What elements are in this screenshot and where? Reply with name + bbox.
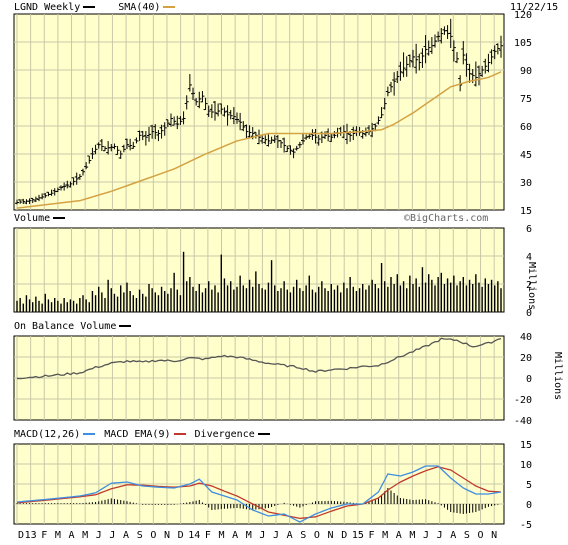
sma-line	[16, 71, 502, 209]
x-tick-label: M	[55, 530, 61, 541]
x-tick-label: J	[259, 530, 265, 541]
volume-tick-label: 0	[526, 308, 532, 319]
x-tick-label: M	[382, 530, 388, 541]
x-tick-label: S	[300, 530, 306, 541]
macd-tick-label: 5	[526, 480, 532, 491]
x-tick-label: N	[164, 530, 170, 541]
x-tick-label: J	[109, 530, 115, 541]
x-tick-label: 13	[25, 530, 37, 541]
volume-label: Volume	[14, 213, 51, 224]
x-tick-label: A	[69, 530, 75, 541]
divergence-swatch	[257, 433, 270, 435]
x-tick-label: N	[328, 530, 334, 541]
macd-label: MACD(12,26)	[14, 429, 81, 440]
x-tick-label: M	[409, 530, 415, 541]
x-tick-label: F	[41, 530, 47, 541]
x-tick-label: A	[450, 530, 456, 541]
price-legend: LGND Weekly SMA(40)	[14, 2, 178, 13]
x-tick-label: S	[137, 530, 143, 541]
date-label: 11/22/15	[510, 2, 559, 13]
price-plot-area	[13, 13, 505, 211]
divergence-label: Divergence	[194, 429, 255, 440]
macd-tick-label: 0	[526, 500, 532, 511]
x-tick-label: M	[82, 530, 88, 541]
macd-swatch	[83, 433, 96, 435]
x-tick-label: O	[150, 530, 156, 541]
bigcharts-watermark: ©BigCharts.com	[404, 213, 489, 224]
obv-label: On Balance Volume	[14, 321, 117, 332]
x-tick-label: A	[287, 530, 293, 541]
symbol-label: LGND Weekly	[14, 2, 81, 13]
x-tick-label: O	[478, 530, 484, 541]
macd-tick-label: 10	[520, 460, 532, 471]
macd-tick-label: -5	[520, 520, 532, 531]
macd-legend: MACD(12,26) MACD EMA(9) Divergence	[14, 429, 273, 440]
x-tick-label: 14	[188, 530, 200, 541]
x-tick-label: F	[368, 530, 374, 541]
x-tick-label: J	[437, 530, 443, 541]
x-tick-label: D	[18, 530, 24, 541]
x-tick-label: D	[178, 530, 184, 541]
obv-unit-label: Millions	[552, 352, 563, 401]
volume-tick-label: 4	[526, 252, 532, 263]
x-tick-label: A	[123, 530, 129, 541]
x-tick-label: N	[491, 530, 497, 541]
price-tick-label: 60	[520, 122, 532, 133]
obv-tick-label: 20	[520, 353, 532, 364]
volume-tick-label: 2	[526, 280, 532, 291]
volume-panel: 0 2 4 6	[13, 224, 532, 319]
x-tick-label: A	[232, 530, 238, 541]
volume-unit-label: Millions	[526, 262, 537, 311]
volume-tick-label: 6	[526, 224, 532, 235]
x-tick-label: J	[273, 530, 279, 541]
obv-panel: -40 -20 0 20 40	[13, 332, 532, 427]
price-tick-label: 45	[520, 150, 532, 161]
volume-legend: Volume	[14, 213, 68, 224]
obv-swatch	[119, 325, 132, 327]
obv-tick-label: -40	[514, 416, 532, 427]
x-tick-label: J	[423, 530, 429, 541]
x-tick-label: J	[96, 530, 102, 541]
obv-tick-label: 0	[526, 374, 532, 385]
price-panel: 15 30 45 60 75 90 105 120	[13, 10, 532, 217]
price-tick-label: 30	[520, 178, 532, 189]
volume-swatch	[53, 217, 66, 219]
macd-panel: -5 0 5 10 15	[13, 440, 532, 531]
x-tick-label: M	[218, 530, 224, 541]
obv-legend: On Balance Volume	[14, 321, 134, 332]
obv-line	[16, 337, 502, 380]
x-tick-label: S	[464, 530, 470, 541]
macd-line	[16, 465, 502, 523]
sma-swatch	[163, 6, 176, 8]
x-axis: D 13 F M A M J J A S O N D 14 F M A M J J A S O N D 15 F M A M J J A S O N	[18, 530, 497, 541]
x-tick-label: O	[314, 530, 320, 541]
price-tick-label: 90	[520, 66, 532, 77]
x-tick-label: D	[341, 530, 347, 541]
macd-ema-swatch	[173, 433, 186, 435]
sma-label: SMA(40)	[118, 2, 161, 13]
x-tick-label: 15	[352, 530, 364, 541]
price-tick-label: 105	[514, 38, 532, 49]
obv-tick-label: -20	[514, 395, 532, 406]
x-tick-label: M	[246, 530, 252, 541]
macd-tick-label: 15	[520, 440, 532, 451]
obv-tick-label: 40	[520, 332, 532, 343]
price-tick-label: 15	[520, 206, 532, 217]
macd-ema-line	[16, 466, 502, 520]
price-tick-label: 75	[520, 94, 532, 105]
price-swatch	[83, 6, 96, 8]
macd-ema-label: MACD EMA(9)	[104, 429, 171, 440]
price-tick-label: 120	[514, 10, 532, 21]
x-tick-label: F	[205, 530, 211, 541]
x-tick-label: A	[396, 530, 402, 541]
